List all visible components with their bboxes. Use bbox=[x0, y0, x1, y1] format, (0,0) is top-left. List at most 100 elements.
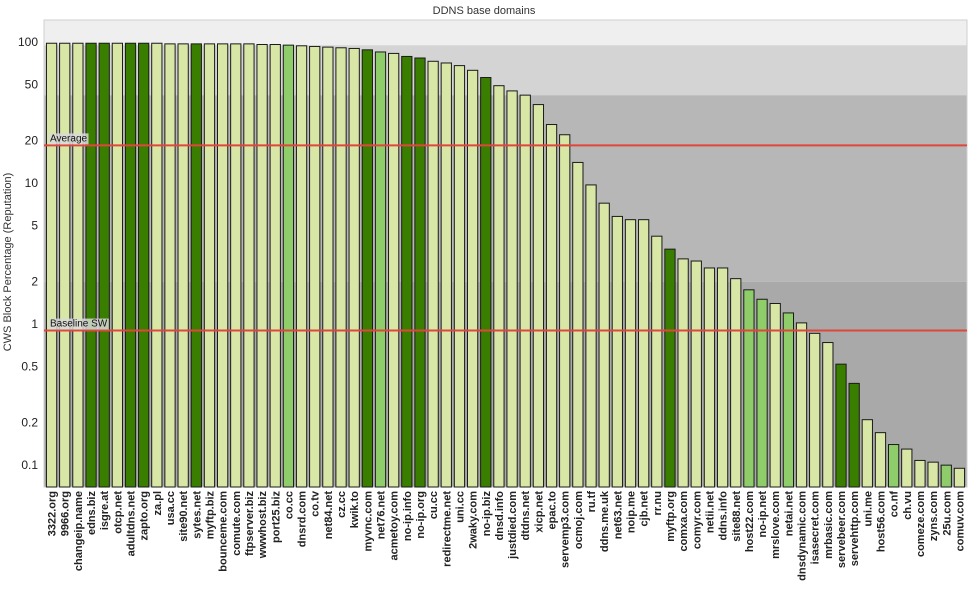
y-tick-label: 10 bbox=[25, 176, 39, 190]
x-tick-label: sytes.net bbox=[191, 491, 203, 539]
x-tick-label: 3322.org bbox=[47, 491, 59, 536]
x-tick-label: net84.net bbox=[323, 491, 335, 540]
bar-dtdns-net bbox=[519, 94, 531, 488]
bar-cjb-net bbox=[638, 219, 650, 488]
x-tick-label: netii.net bbox=[704, 491, 716, 534]
x-tick-label: dtdns.net bbox=[520, 491, 532, 541]
bar-comeze-com bbox=[914, 459, 926, 488]
bar-dnsdynamic-com bbox=[795, 322, 808, 488]
x-tick-label: no-ip.net bbox=[757, 491, 769, 538]
bar-ch-vu bbox=[901, 448, 913, 488]
x-tick-label: xicp.net bbox=[533, 491, 545, 533]
bar-noip-me bbox=[624, 219, 637, 488]
bar-uni-me bbox=[861, 419, 873, 488]
x-tick-label: zyns.com bbox=[928, 491, 940, 541]
chart-title: DDNS base domains bbox=[433, 5, 536, 17]
y-tick-label: 50 bbox=[25, 77, 39, 91]
x-tick-label: host56.com bbox=[875, 491, 887, 552]
x-tick-label: myftp.org bbox=[665, 491, 677, 542]
x-tick-label: ru.tf bbox=[586, 491, 598, 513]
bar-mrbasic-com bbox=[822, 342, 834, 488]
x-tick-label: changeip.name bbox=[73, 491, 85, 571]
bar-zapto-org bbox=[138, 42, 150, 488]
bar-myvnc-com bbox=[361, 49, 373, 488]
x-tick-label: dnsrd.com bbox=[297, 491, 309, 547]
x-tick-label: co.tv bbox=[310, 490, 322, 517]
bar-edns-biz bbox=[85, 42, 97, 488]
bar-no-ip-biz bbox=[480, 77, 492, 488]
x-tick-label: zapto.org bbox=[139, 491, 151, 541]
y-axis-label: CWS Block Percentage (Reputation) bbox=[2, 173, 14, 352]
bar-comxa-com bbox=[677, 258, 689, 488]
bar-changeip-name bbox=[72, 42, 84, 488]
x-tick-label: cjb.net bbox=[639, 491, 651, 527]
bar-netai-net bbox=[782, 312, 795, 488]
bar-kwik-to bbox=[348, 47, 360, 488]
x-tick-label: justdied.com bbox=[507, 491, 519, 560]
bar-justdied-com bbox=[506, 90, 518, 488]
y-tick-label: 0.1 bbox=[21, 458, 38, 472]
x-tick-label: uni.cc bbox=[454, 491, 466, 523]
bar-servemp3-com bbox=[559, 134, 571, 488]
x-tick-label: ddns.info bbox=[718, 491, 730, 541]
x-tick-label: comeze.com bbox=[915, 491, 927, 557]
x-tick-label: edns.biz bbox=[86, 491, 98, 536]
bar-acmetoy-com bbox=[388, 52, 400, 488]
reference-line-label: Baseline SW bbox=[50, 319, 108, 330]
x-tick-label: mrbasic.com bbox=[823, 491, 835, 559]
bar-host56-com bbox=[874, 432, 887, 488]
bar-net76-net bbox=[374, 51, 387, 488]
x-tick-label: net76.net bbox=[376, 491, 388, 540]
bar-ddns-info bbox=[716, 267, 729, 488]
bar-usa-cc bbox=[164, 43, 176, 488]
bar-9966-org bbox=[59, 42, 71, 488]
bar-xicp-net bbox=[532, 104, 545, 488]
bar-comute-com bbox=[230, 43, 242, 488]
bar-net84-net bbox=[322, 46, 334, 488]
bar-net63-net bbox=[611, 215, 623, 488]
bar-no-ip-org bbox=[414, 57, 426, 488]
bar-port25-biz bbox=[269, 44, 281, 488]
x-tick-label: comxa.com bbox=[678, 491, 690, 552]
y-tick-label: 0.5 bbox=[21, 360, 38, 374]
x-tick-label: 2waky.com bbox=[468, 491, 480, 549]
bar-co-cc bbox=[282, 44, 295, 488]
bar-site90-net bbox=[177, 43, 189, 488]
x-tick-label: rr.nu bbox=[652, 491, 664, 515]
x-tick-label: co.cc bbox=[283, 491, 295, 519]
bar-epac-to bbox=[545, 124, 558, 488]
bar-comuv-com bbox=[953, 467, 966, 488]
bar-site88-net bbox=[730, 278, 742, 488]
x-tick-label: 25u.com bbox=[941, 491, 953, 536]
x-tick-label: epac.to bbox=[547, 491, 559, 530]
x-tick-label: usa.cc bbox=[165, 491, 177, 525]
x-tick-label: servebeer.com bbox=[836, 491, 848, 568]
bar-redirectme-net bbox=[440, 62, 452, 488]
reference-line-label: Average bbox=[50, 133, 88, 144]
x-tick-label: comuv.com bbox=[954, 491, 966, 552]
bar-za-pl bbox=[151, 42, 163, 488]
bar-sytes-net bbox=[190, 43, 202, 488]
x-tick-label: cu.cc bbox=[428, 491, 440, 519]
bar-mrslove-com bbox=[769, 302, 781, 488]
x-tick-label: no-ip.info bbox=[402, 491, 414, 541]
x-tick-label: netai.net bbox=[783, 491, 795, 537]
bar-servebeer-com bbox=[835, 363, 847, 488]
bar-adultdns-net bbox=[124, 42, 137, 488]
bar-co-tv bbox=[309, 45, 321, 488]
x-tick-label: site88.net bbox=[731, 491, 743, 542]
bar-servehttp-com bbox=[848, 382, 860, 488]
bars bbox=[45, 42, 966, 488]
bar-3322-org bbox=[45, 42, 58, 488]
bar-no-ip-info bbox=[401, 55, 413, 488]
x-tick-label: dnsdynamic.com bbox=[797, 491, 809, 581]
x-tick-label: comyr.com bbox=[691, 491, 703, 549]
bar-ddns-me-uk bbox=[598, 202, 610, 488]
bar-no-ip-net bbox=[756, 298, 768, 488]
bar-cu-cc bbox=[427, 60, 439, 488]
bar-2waky-com bbox=[466, 69, 479, 488]
x-axis-labels: 3322.org 9966.org changeip.name edns.biz isg… bbox=[47, 490, 967, 581]
bar-cz-cc bbox=[335, 47, 347, 488]
bar-bounceme-com bbox=[216, 43, 229, 488]
